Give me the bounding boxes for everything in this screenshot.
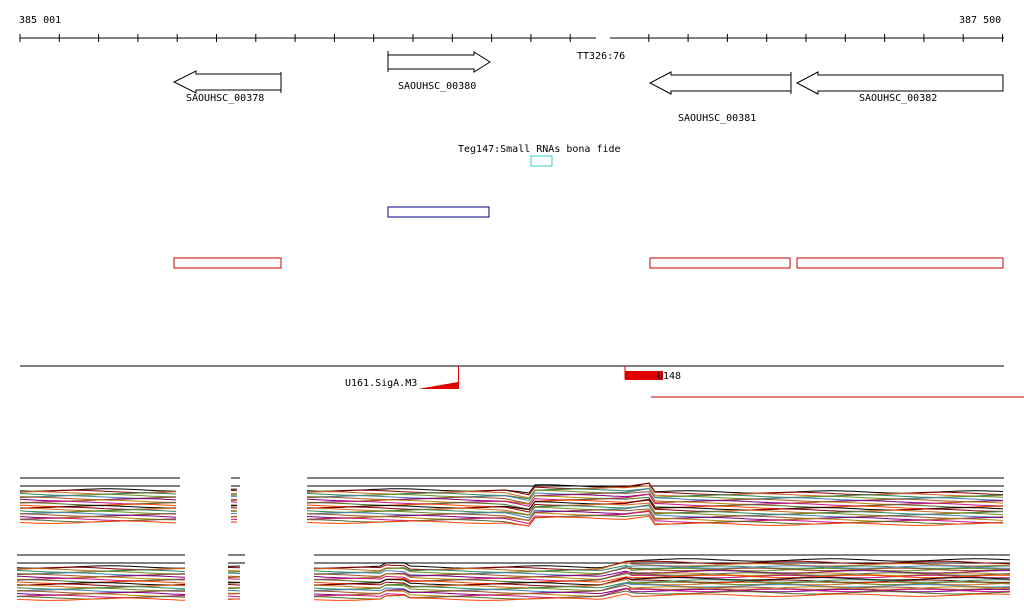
expression-profile-line — [306, 514, 1004, 527]
ruler-end-label: 387 500 — [959, 15, 1001, 26]
gene-arrow-reverse[interactable] — [795, 71, 1004, 95]
gene-track: SAOUHSC_00378 SAOUHSC_00380 SAOUHSC_0038… — [172, 51, 1004, 124]
expression-profile-line — [19, 520, 177, 524]
expression-profile-line — [314, 571, 1011, 580]
expression-profile-line — [313, 590, 1011, 600]
promoter-label[interactable]: U148 — [657, 371, 681, 382]
expression-profile-line — [227, 572, 241, 575]
expression-profile-line — [227, 578, 241, 580]
expression-profile-line — [313, 574, 1011, 585]
expression-profile-line — [313, 566, 1011, 575]
gene-arrow-reverse[interactable] — [648, 71, 792, 95]
expression-track-2 — [16, 554, 1011, 601]
expression-profile-line — [313, 570, 1010, 579]
small-rna-box[interactable] — [530, 155, 553, 167]
ruler-ticks — [19, 34, 1003, 42]
expression-profile-line — [313, 584, 1011, 594]
terminator-label[interactable]: TT326:76 — [577, 51, 625, 62]
cds-track-red — [173, 257, 1004, 269]
expression-profile-line — [313, 587, 1011, 596]
expression-profile-line — [16, 597, 186, 601]
gene-SAOUHSC_00378[interactable]: SAOUHSC_00378 — [172, 70, 282, 104]
cds-feature-red[interactable] — [796, 257, 1004, 269]
cds-feature-blue[interactable] — [387, 206, 490, 218]
ruler-start-label: 385 001 — [19, 15, 61, 26]
expression-profile-line — [313, 558, 1011, 569]
expression-profile-line — [313, 581, 1011, 592]
gene-SAOUHSC_00382[interactable]: SAOUHSC_00382 — [795, 71, 1004, 104]
expression-profile-line — [19, 514, 177, 519]
expression-profile-line — [313, 586, 1011, 597]
expression-profile-line — [313, 593, 1011, 601]
promoter-label[interactable]: U161.SigA.M3 — [345, 378, 417, 389]
gene-arrow-forward[interactable] — [387, 51, 491, 73]
expression-profile-line — [227, 595, 241, 598]
expression-profile-line — [307, 508, 1004, 521]
expression-profile-line — [313, 579, 1011, 590]
gene-SAOUHSC_00381[interactable]: SAOUHSC_00381 — [648, 71, 792, 124]
expression-profile-line — [314, 572, 1011, 583]
expression-profile-line — [19, 491, 177, 495]
gene-SAOUHSC_00380[interactable]: SAOUHSC_00380 — [387, 51, 491, 92]
gene-arrow-reverse[interactable] — [172, 70, 282, 94]
expression-profile-line — [313, 578, 1011, 589]
expression-profile-line — [227, 589, 241, 592]
small-rna-label[interactable]: Teg147:Small RNAs bona fide — [458, 144, 621, 155]
gene-label[interactable]: SAOUHSC_00381 — [678, 113, 756, 124]
promoter-track: U161.SigA.M3 U148 — [20, 365, 1004, 389]
expression-profile-line — [306, 515, 1004, 527]
expression-profile-line — [306, 493, 1004, 505]
gene-label[interactable]: SAOUHSC_00380 — [398, 81, 476, 92]
cds-feature-red[interactable] — [173, 257, 282, 269]
expression-profile-line — [227, 569, 241, 572]
expression-profile-line — [227, 584, 241, 586]
cds-feature-red[interactable] — [649, 257, 791, 269]
expression-profile-line — [16, 591, 186, 596]
promoter-block[interactable] — [625, 371, 663, 380]
small-rna-feature[interactable]: Teg147:Small RNAs bona fide — [458, 144, 621, 167]
expression-track-1 — [19, 477, 1004, 527]
expression-profile-line — [314, 577, 1011, 586]
expression-profile-line — [227, 598, 241, 600]
promoter-triangle[interactable] — [418, 366, 459, 389]
gene-label[interactable]: SAOUHSC_00378 — [186, 93, 264, 104]
gene-label[interactable]: SAOUHSC_00382 — [859, 93, 937, 104]
coordinate-ruler: 385 001 387 500 — [19, 15, 1004, 42]
